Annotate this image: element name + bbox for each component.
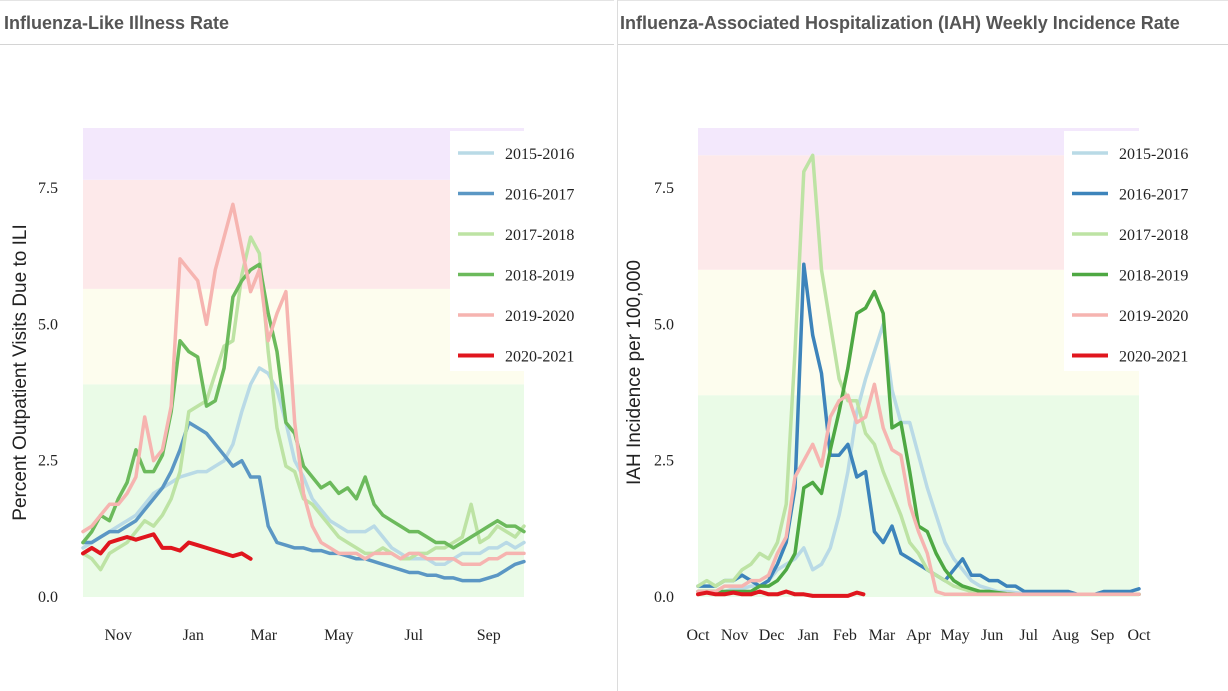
y-axis-label: IAH Incidence per 100,000 bbox=[624, 260, 645, 485]
legend-entry: 2016-2017 bbox=[505, 187, 574, 204]
y-tick-label: 7.5 bbox=[654, 180, 674, 197]
severity-band bbox=[698, 395, 1139, 597]
x-tick-label: Nov bbox=[721, 627, 749, 644]
x-tick-label: Sep bbox=[1090, 627, 1114, 644]
iah-panel: Influenza-Associated Hospitalization (IA… bbox=[617, 0, 1228, 691]
x-tick-label: Oct bbox=[1127, 627, 1151, 644]
legend-entry: 2019-2020 bbox=[505, 308, 574, 325]
x-tick-label: Apr bbox=[906, 627, 932, 644]
x-tick-label: Jun bbox=[981, 627, 1003, 644]
series-line-2019-2020 bbox=[696, 382, 1141, 597]
x-tick-label: Jul bbox=[404, 627, 423, 644]
legend-box bbox=[450, 131, 590, 371]
x-tick-label: Jan bbox=[183, 627, 204, 644]
y-tick-label: 5.0 bbox=[654, 316, 674, 333]
legend-entry: 2015-2016 bbox=[1119, 146, 1188, 163]
y-tick-label: 2.5 bbox=[38, 453, 58, 470]
y-axis-label: Percent Outpatient Visits Due to ILI bbox=[10, 224, 31, 520]
legend-box bbox=[1064, 131, 1204, 371]
x-tick-label: May bbox=[324, 627, 353, 644]
series-line-2020-2021 bbox=[696, 589, 866, 598]
x-tick-label: May bbox=[940, 627, 969, 644]
series-line-2019-2020 bbox=[81, 202, 526, 567]
y-tick-label: 2.5 bbox=[654, 453, 674, 470]
legend-entry: 2016-2017 bbox=[1119, 187, 1188, 204]
iah-title-rule bbox=[618, 44, 1228, 45]
series-line-2016-2017 bbox=[696, 262, 1141, 597]
x-tick-label: Aug bbox=[1052, 627, 1080, 644]
series-line-2020-2021 bbox=[81, 532, 253, 561]
x-tick-label: Sep bbox=[477, 627, 501, 644]
legend-entry: 2018-2019 bbox=[1119, 268, 1188, 285]
x-tick-label: Jul bbox=[1019, 627, 1038, 644]
x-tick-label: Oct bbox=[686, 627, 710, 644]
x-tick-label: Mar bbox=[250, 627, 277, 644]
series-line-2018-2019 bbox=[81, 262, 526, 550]
legend: 2015-2016 2016-2017 2017-2018 2018-2019 2019… bbox=[1064, 131, 1204, 371]
legend: 2015-2016 2016-2017 2017-2018 2018-2019 2019… bbox=[450, 131, 590, 371]
x-tick-label: Jan bbox=[798, 627, 819, 644]
series-line-2016-2017 bbox=[81, 420, 526, 583]
legend-entry: 2015-2016 bbox=[505, 146, 574, 163]
ili-panel-title: Influenza-Like Illness Rate bbox=[4, 13, 230, 33]
x-tick-label: Feb bbox=[833, 627, 857, 644]
y-tick-label: 5.0 bbox=[38, 316, 58, 333]
panel-top-border bbox=[0, 0, 614, 1]
series-line-2015-2016 bbox=[81, 366, 526, 567]
legend-entry: 2017-2018 bbox=[505, 227, 574, 244]
y-tick-label: 0.0 bbox=[38, 589, 58, 606]
iah-chart: 0.0 2.5 5.0 7.5 Oct Nov Dec Jan Feb Mar Apr May Jun J… bbox=[624, 128, 1204, 644]
x-tick-label: Nov bbox=[104, 627, 132, 644]
legend-entry: 2020-2021 bbox=[1119, 349, 1188, 366]
panel-top-border bbox=[618, 0, 1228, 1]
x-tick-label: Mar bbox=[869, 627, 896, 644]
ili-chart: 0.0 2.5 5.0 7.5 Nov Jan Mar May Jul Sep Percent Ou… bbox=[10, 128, 590, 644]
legend-entry: 2017-2018 bbox=[1119, 227, 1188, 244]
y-tick-label: 7.5 bbox=[38, 180, 58, 197]
legend-entry: 2018-2019 bbox=[505, 268, 574, 285]
legend-entry: 2020-2021 bbox=[505, 349, 574, 366]
iah-panel-title: Influenza-Associated Hospitalization (IA… bbox=[620, 13, 1180, 33]
ili-panel: Influenza-Like Illness Rate 0.0 2.5 5.0 7.5… bbox=[0, 0, 614, 644]
ili-title-rule bbox=[0, 44, 614, 45]
x-tick-label: Dec bbox=[759, 627, 785, 644]
legend-entry: 2019-2020 bbox=[1119, 308, 1188, 325]
y-tick-label: 0.0 bbox=[654, 589, 674, 606]
